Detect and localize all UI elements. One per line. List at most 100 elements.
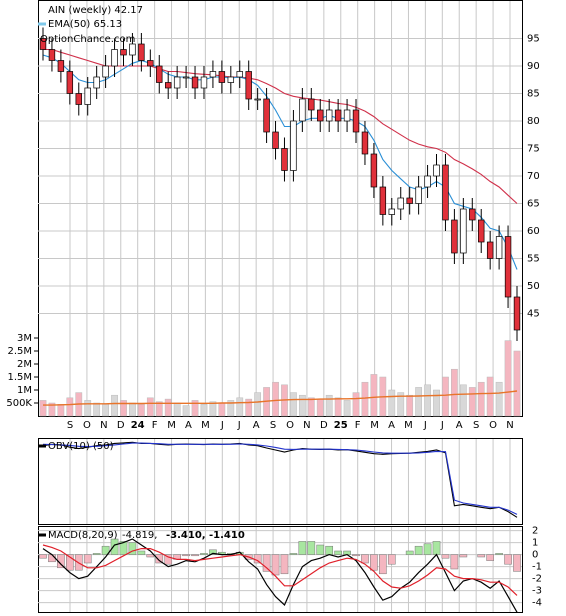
candle-body — [156, 65, 163, 83]
candle-body — [388, 208, 396, 215]
volume-bar — [245, 398, 253, 417]
panel-title: OBV(10) (50) — [48, 441, 114, 452]
histogram-bar — [450, 554, 459, 570]
volume-bar — [513, 350, 521, 417]
volume-bar — [39, 400, 47, 417]
histogram-bar — [262, 554, 271, 572]
x-tick-label: A — [185, 420, 192, 431]
candle-body — [504, 236, 512, 298]
price-panel — [38, 0, 523, 417]
y-tick-label: 60 — [527, 226, 540, 237]
x-tick-label: N — [100, 420, 107, 431]
candle-body — [111, 49, 118, 67]
histogram-bar — [110, 538, 119, 555]
y-tick-label: 1 — [532, 538, 538, 549]
y-tick-label: 80 — [527, 116, 540, 127]
x-tick-label: D — [117, 420, 125, 431]
histogram-bar — [477, 554, 486, 558]
macd-panel — [38, 526, 523, 613]
y-tick-label: 65 — [527, 199, 540, 210]
x-tick-label: M — [167, 420, 176, 431]
volume-bar — [406, 394, 414, 417]
candle-body — [451, 219, 458, 254]
macd-readout: -1.410 — [209, 530, 245, 541]
histogram-bar — [39, 554, 47, 559]
volume-bar — [93, 402, 101, 417]
candle-body — [317, 109, 324, 122]
histogram-bar — [155, 554, 164, 564]
histogram-bar — [325, 545, 334, 555]
histogram-bar — [253, 554, 262, 564]
volume-bar — [325, 394, 333, 417]
histogram-bar — [432, 541, 441, 555]
candle-body — [397, 197, 404, 210]
volume-bar — [370, 374, 378, 417]
candle-body — [254, 98, 261, 101]
candle-body — [442, 164, 449, 221]
volume-bar — [200, 404, 208, 417]
volume-bar — [254, 392, 262, 417]
obv-line — [42, 441, 518, 518]
volume-bar — [146, 397, 154, 417]
volume-tick-label: 2M — [17, 359, 32, 370]
candle-body — [469, 208, 476, 221]
y-tick-label: 75 — [527, 144, 540, 155]
candle-body — [290, 120, 297, 171]
histogram-bar — [48, 554, 56, 563]
y-tick-label: 90 — [527, 61, 540, 72]
volume-bar — [57, 404, 65, 417]
candle-body — [433, 164, 440, 177]
y-tick-label: 2 — [532, 526, 538, 537]
volume-bar — [459, 384, 467, 417]
volume-tick-label: 2.5M — [7, 346, 32, 357]
histogram-bar — [414, 545, 423, 555]
histogram-bar — [334, 550, 342, 555]
candle-body — [406, 197, 413, 204]
x-tick-label: N — [303, 420, 310, 431]
histogram-bar — [164, 554, 173, 565]
volume-tick-label: 1M — [17, 385, 32, 396]
candle-body — [84, 87, 91, 105]
histogram-bar — [66, 554, 74, 571]
volume-bar — [486, 376, 494, 417]
candle-body — [478, 219, 485, 243]
candle-body — [379, 186, 387, 215]
marks: S O N D 24 F M A M J J A S O N D 25 F M A M J J A S O N45505560657… — [6, 1, 542, 613]
candle-body — [513, 296, 521, 331]
histogram-bar — [316, 544, 325, 555]
x-tick-label: A — [253, 420, 260, 431]
x-tick-label: S — [270, 420, 276, 431]
histogram-bar — [405, 550, 414, 555]
y-tick-label: 95 — [527, 34, 540, 45]
histogram-bar — [137, 550, 146, 555]
volume-bar — [451, 368, 458, 417]
histogram-bar — [119, 541, 128, 555]
histogram-bar — [361, 554, 369, 564]
obv-panel — [38, 438, 523, 525]
histogram-bar — [191, 554, 199, 557]
histogram-bar — [441, 554, 450, 559]
x-tick-label: J — [440, 420, 444, 431]
volume-bar — [290, 392, 297, 417]
histogram-bar — [370, 554, 378, 571]
histogram-bar — [423, 543, 432, 555]
candle-body — [200, 76, 208, 89]
candle-body — [236, 71, 243, 78]
volume-bar — [66, 397, 74, 417]
candle-body — [272, 131, 279, 149]
volume-bar — [129, 402, 136, 417]
macd-readout: -4.819, — [122, 530, 157, 541]
volume-bar — [272, 381, 279, 417]
ema-line — [42, 54, 518, 270]
y-tick-label: 55 — [527, 254, 540, 265]
candle-body — [281, 148, 288, 171]
candle-body — [129, 43, 136, 56]
y-tick-label: 45 — [527, 309, 540, 320]
candle-body — [370, 153, 378, 188]
candle-body — [415, 186, 422, 204]
volume-bar — [397, 392, 405, 417]
histogram-bar — [182, 554, 190, 557]
volume-bar — [164, 398, 172, 417]
y-tick-label: -3 — [532, 586, 542, 597]
x-tick-label: J — [423, 420, 427, 431]
